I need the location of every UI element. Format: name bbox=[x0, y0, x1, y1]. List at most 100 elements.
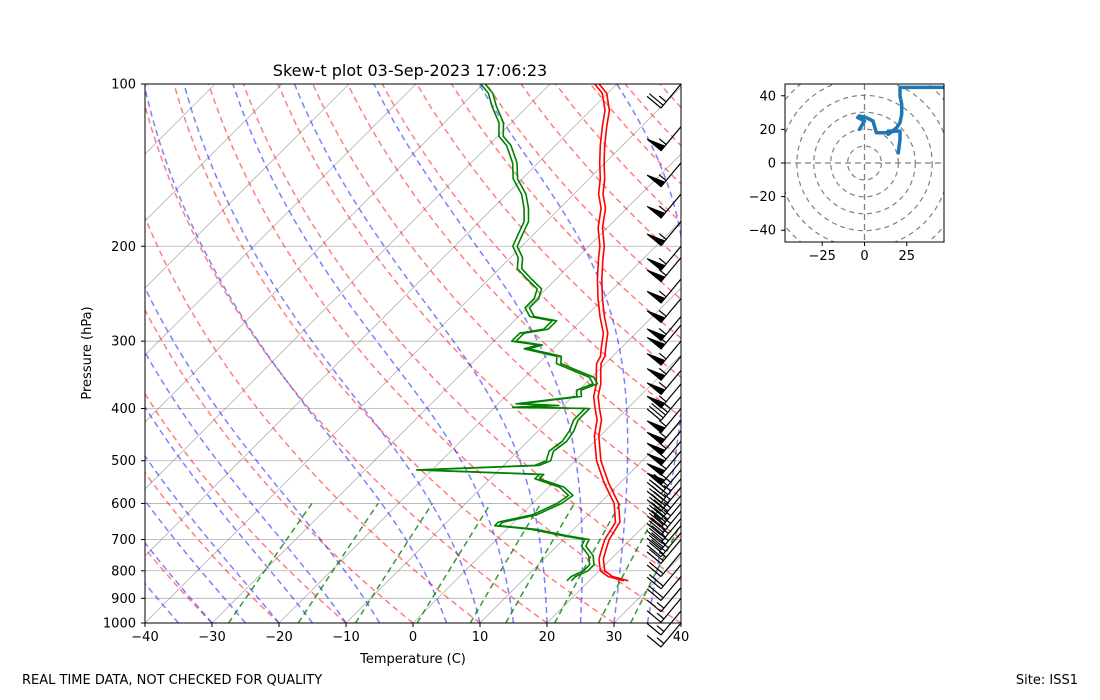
wind-barbs bbox=[646, 83, 682, 648]
wind-barb bbox=[646, 552, 682, 577]
hodograph-y-tick-label: −20 bbox=[749, 190, 776, 205]
x-tick-label: 40 bbox=[673, 630, 690, 645]
sounding-traces bbox=[415, 84, 629, 582]
moist-adiabat bbox=[183, 84, 481, 623]
wind-barb bbox=[646, 221, 682, 247]
isotherm-line bbox=[0, 84, 81, 623]
wind-barb bbox=[646, 525, 682, 551]
y-tick-label: 1000 bbox=[103, 617, 136, 632]
hodograph-y-ticks: −40 −20 0 20 40 bbox=[749, 89, 785, 239]
y-tick-label: 800 bbox=[111, 564, 136, 579]
site-label: Site: ISS1 bbox=[1015, 673, 1078, 688]
moist-adiabat-lines bbox=[145, 84, 681, 623]
wind-barb bbox=[646, 576, 682, 602]
wind-barb bbox=[646, 597, 682, 623]
isotherm-line bbox=[145, 84, 618, 557]
hodograph-y-tick-label: −40 bbox=[749, 224, 776, 239]
hodograph-y-tick-label: 20 bbox=[759, 123, 776, 138]
wind-barb bbox=[646, 532, 682, 558]
isotherm-line bbox=[546, 488, 681, 623]
dry-adiabat bbox=[145, 392, 347, 623]
x-tick-label: −20 bbox=[265, 630, 292, 645]
wind-barb bbox=[646, 245, 682, 271]
wind-barb bbox=[646, 298, 682, 324]
dry-adiabat bbox=[207, 84, 681, 623]
moist-adiabat bbox=[145, 286, 381, 623]
hodograph-y-tick-label: 0 bbox=[768, 157, 776, 172]
dewpoint-trace bbox=[415, 84, 594, 582]
y-tick-label: 600 bbox=[111, 497, 136, 512]
wind-barb bbox=[646, 419, 682, 445]
mixing-ratio-line bbox=[227, 502, 313, 623]
dry-adiabat bbox=[145, 103, 548, 623]
wind-barb bbox=[646, 460, 682, 486]
x-tick-label: −40 bbox=[131, 630, 158, 645]
moist-adiabat bbox=[680, 619, 681, 623]
dewpoint-trace bbox=[420, 84, 599, 582]
moist-adiabat bbox=[145, 541, 213, 623]
isotherm-line bbox=[345, 287, 681, 623]
isotherm-line bbox=[145, 84, 283, 222]
x-tick-label: 30 bbox=[606, 630, 623, 645]
isotherm-line bbox=[145, 84, 417, 356]
isotherm-line bbox=[680, 622, 681, 623]
temperature-trace bbox=[592, 84, 625, 582]
wind-barb bbox=[646, 495, 682, 520]
isotherm-lines bbox=[0, 84, 1100, 623]
dry-adiabat bbox=[145, 308, 414, 623]
x-tick-label: 10 bbox=[472, 630, 489, 645]
isotherm-line bbox=[145, 86, 681, 623]
isotherm-line bbox=[748, 84, 1100, 623]
wind-barb bbox=[646, 126, 682, 152]
moist-adiabat bbox=[616, 84, 681, 623]
y-tick-label: 200 bbox=[111, 240, 136, 255]
wind-barb bbox=[646, 278, 682, 304]
y-axis-label: Pressure (hPa) bbox=[80, 306, 95, 399]
wind-barb bbox=[646, 518, 682, 543]
dry-adiabat bbox=[450, 84, 681, 340]
y-tick-label: 300 bbox=[111, 335, 136, 350]
quality-disclaimer: REAL TIME DATA, NOT CHECKED FOR QUALITY bbox=[22, 673, 323, 688]
temperature-trace bbox=[597, 84, 629, 582]
wind-barb bbox=[646, 257, 682, 283]
y-tick-label: 700 bbox=[111, 533, 136, 548]
x-tick-label: 20 bbox=[539, 630, 556, 645]
dry-adiabat bbox=[555, 84, 681, 224]
wind-barb bbox=[646, 340, 682, 366]
isotherm-line bbox=[145, 84, 484, 423]
x-tick-label: −10 bbox=[332, 630, 359, 645]
mixing-ratio-line bbox=[416, 503, 492, 623]
hodograph-ring bbox=[796, 94, 933, 232]
wind-barb bbox=[646, 408, 682, 434]
moist-adiabat bbox=[145, 405, 314, 623]
wind-barb bbox=[646, 162, 682, 188]
hodograph-y-tick-label: 40 bbox=[759, 89, 776, 104]
x-tick-label: −30 bbox=[198, 630, 225, 645]
dry-adiabat bbox=[485, 84, 681, 301]
hodograph-x-tick-label: 25 bbox=[899, 249, 916, 264]
hodograph-x-tick-label: −25 bbox=[808, 249, 835, 264]
moist-adiabat bbox=[373, 84, 584, 623]
hodograph-trace bbox=[886, 85, 944, 155]
hodograph-axes: −25 0 25 −40 −20 0 20 40 bbox=[749, 83, 945, 264]
isotherm-line bbox=[145, 84, 216, 155]
wind-barb bbox=[646, 486, 682, 512]
wind-barb bbox=[646, 355, 682, 381]
y-tick-label: 900 bbox=[111, 592, 136, 607]
dry-adiabat bbox=[416, 84, 681, 379]
dry-adiabat bbox=[173, 84, 615, 623]
hodograph-x-ticks: −25 0 25 bbox=[808, 242, 915, 264]
wind-barb bbox=[646, 193, 682, 219]
wind-barb bbox=[646, 316, 682, 342]
wind-barb bbox=[646, 430, 682, 456]
skewt-axes: −40 −30 −20 −10 0 10 20 30 40 100200300400500600… bbox=[0, 61, 1100, 667]
isotherm-line bbox=[145, 84, 350, 289]
moist-adiabat bbox=[232, 84, 515, 623]
wind-barb bbox=[646, 370, 682, 396]
skewt-x-ticks: −40 −30 −20 −10 0 10 20 30 40 bbox=[131, 623, 689, 645]
isotherm-line bbox=[613, 555, 681, 623]
isotherm-line bbox=[412, 354, 681, 623]
x-tick-label: 0 bbox=[409, 630, 417, 645]
hodograph-ring bbox=[813, 111, 916, 215]
